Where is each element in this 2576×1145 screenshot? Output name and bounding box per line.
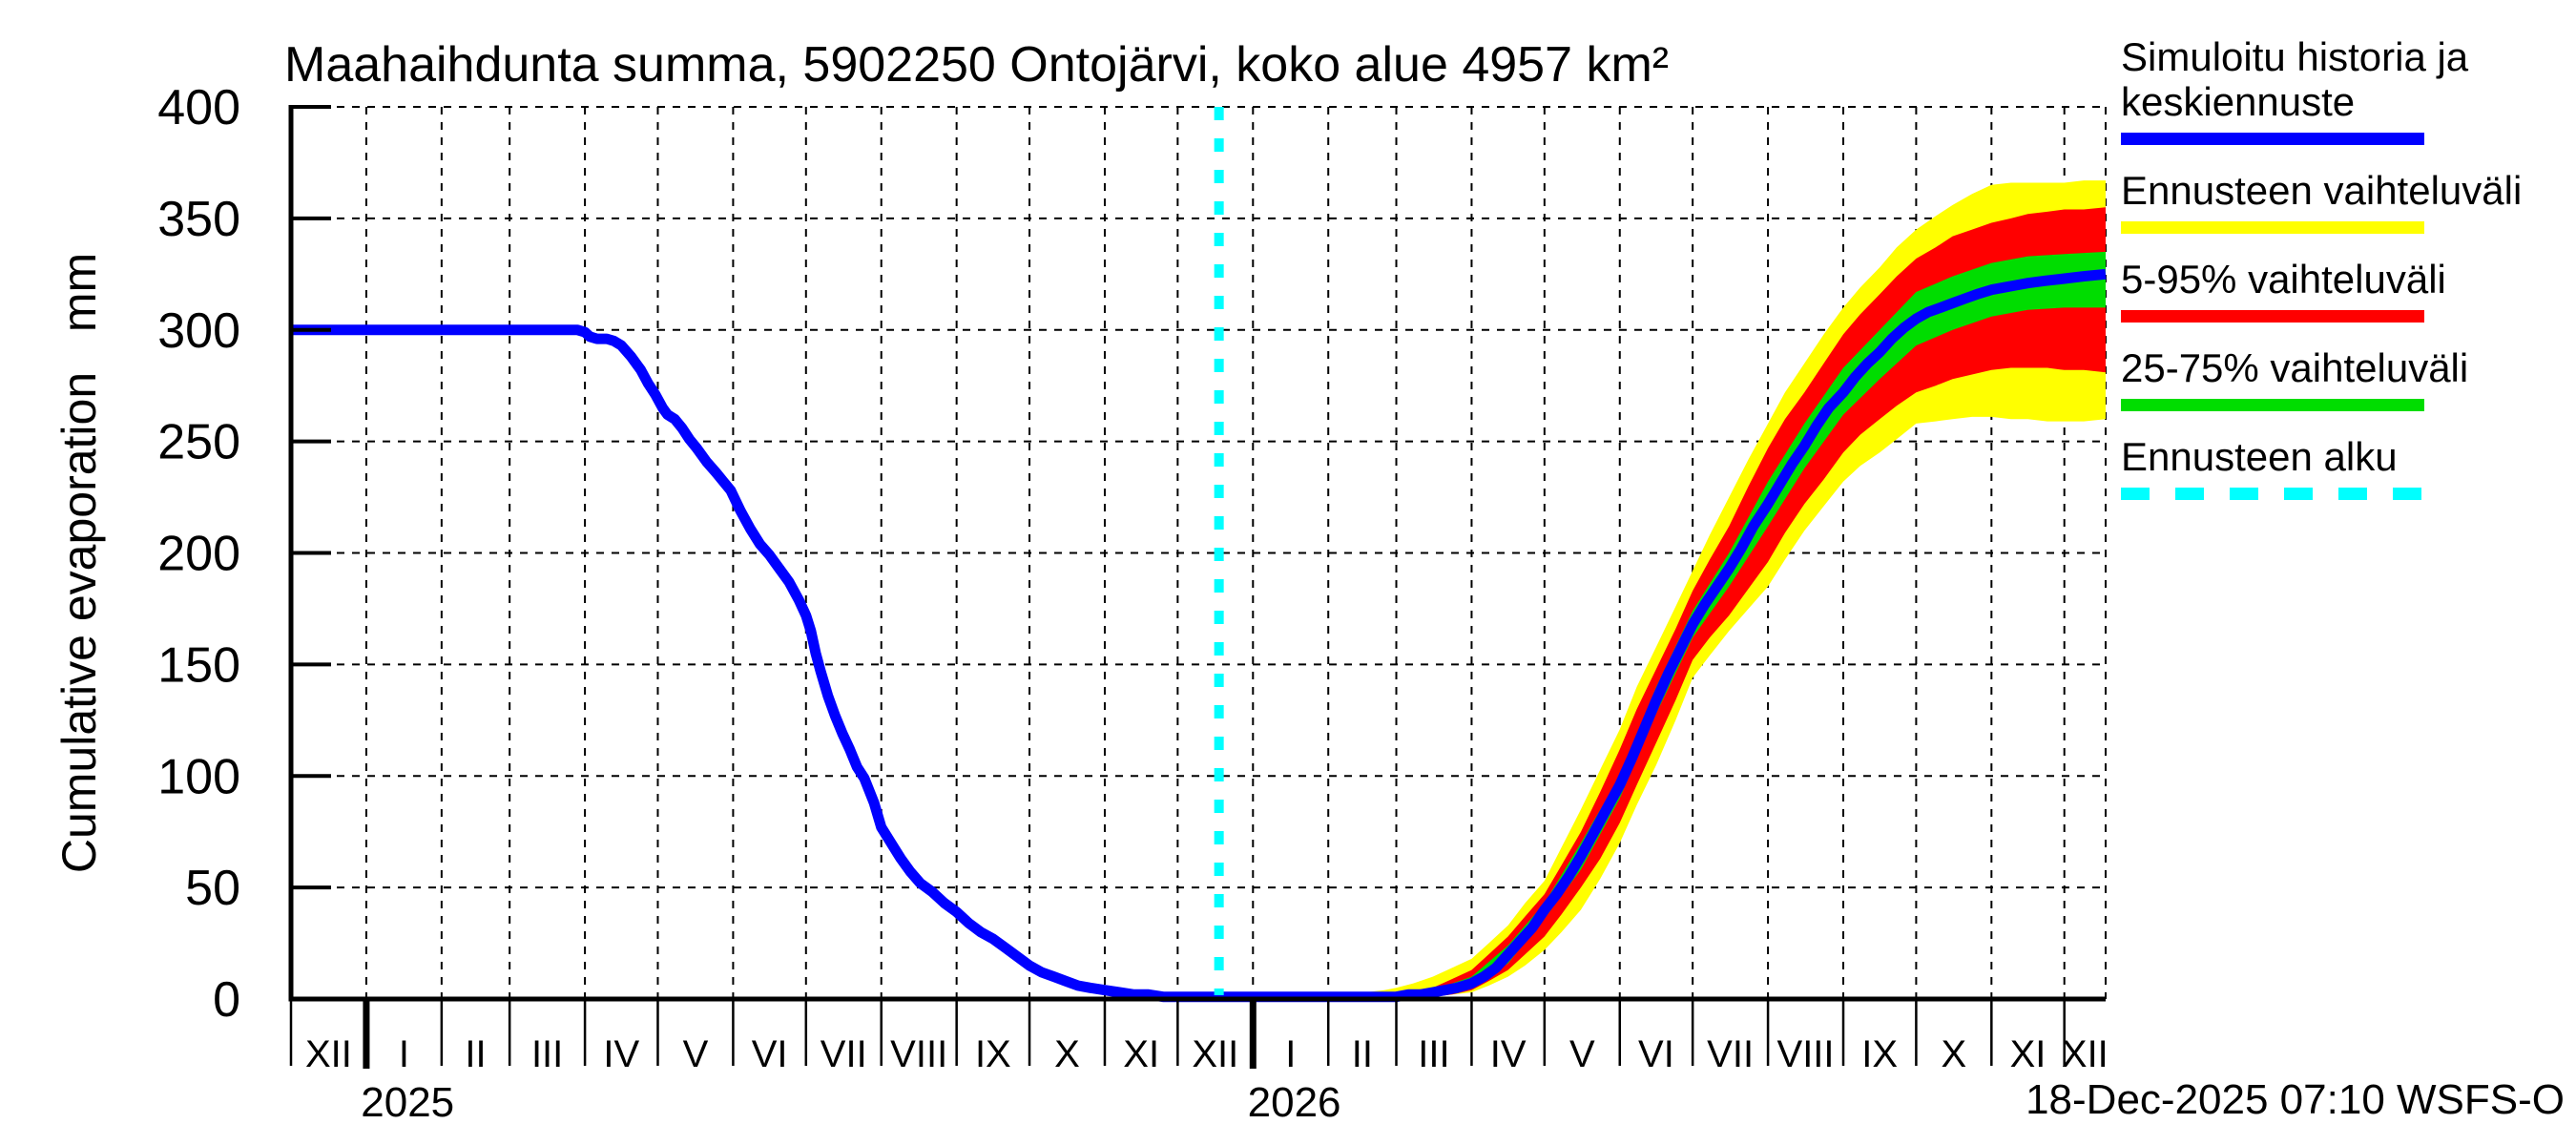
axis-ticks bbox=[289, 105, 2066, 1069]
legend-item-5-95: 5-95% vaihteluväli bbox=[2121, 257, 2560, 323]
legend-label: 25-75% vaihteluväli bbox=[2121, 345, 2469, 390]
legend-swatch-5-95 bbox=[2121, 310, 2424, 323]
svg-text:VI: VI bbox=[752, 1033, 788, 1075]
forecast-bands bbox=[1218, 180, 2106, 1000]
svg-text:II: II bbox=[465, 1033, 486, 1075]
legend-item-median: Simuloitu historia ja keskiennuste bbox=[2121, 34, 2560, 145]
svg-text:2026: 2026 bbox=[1248, 1079, 1341, 1126]
legend-swatch-full-range bbox=[2121, 221, 2424, 234]
svg-text:VIII: VIII bbox=[1777, 1033, 1835, 1075]
legend-label: Simuloitu historia ja keskiennuste bbox=[2121, 34, 2469, 124]
svg-text:400: 400 bbox=[157, 80, 240, 135]
svg-text:X: X bbox=[1054, 1033, 1080, 1075]
chart-title: Maahaihdunta summa, 5902250 Ontojärvi, k… bbox=[284, 37, 1670, 93]
svg-text:350: 350 bbox=[157, 192, 240, 247]
legend-item-full-range: Ennusteen vaihteluväli bbox=[2121, 168, 2560, 234]
legend-swatch-median bbox=[2121, 133, 2424, 145]
svg-text:VIII: VIII bbox=[890, 1033, 947, 1075]
legend-label: Ennusteen vaihteluväli bbox=[2121, 168, 2523, 213]
svg-text:100: 100 bbox=[157, 749, 240, 804]
svg-text:300: 300 bbox=[157, 303, 240, 359]
svg-text:X: X bbox=[1942, 1033, 1967, 1075]
svg-text:I: I bbox=[1285, 1033, 1296, 1075]
svg-text:V: V bbox=[1569, 1033, 1595, 1075]
svg-text:IX: IX bbox=[975, 1033, 1011, 1075]
svg-text:250: 250 bbox=[157, 415, 240, 470]
svg-text:XI: XI bbox=[1123, 1033, 1159, 1075]
legend-item-25-75: 25-75% vaihteluväli bbox=[2121, 345, 2560, 411]
footer-timestamp: 18-Dec-2025 07:10 WSFS-O bbox=[2025, 1076, 2565, 1123]
svg-text:XII: XII bbox=[1192, 1033, 1238, 1075]
legend-label: Ennusteen alku bbox=[2121, 434, 2398, 479]
svg-text:IV: IV bbox=[1490, 1033, 1527, 1075]
svg-text:200: 200 bbox=[157, 527, 240, 582]
svg-text:50: 50 bbox=[185, 861, 240, 916]
legend-swatch-forecast-start bbox=[2121, 488, 2424, 500]
svg-text:I: I bbox=[399, 1033, 409, 1075]
svg-text:150: 150 bbox=[157, 637, 240, 693]
svg-text:III: III bbox=[531, 1033, 563, 1075]
svg-text:IX: IX bbox=[1861, 1033, 1898, 1075]
svg-text:VI: VI bbox=[1638, 1033, 1674, 1075]
legend-item-forecast-start: Ennusteen alku bbox=[2121, 434, 2560, 500]
median-line bbox=[291, 268, 2107, 1003]
svg-text:V: V bbox=[683, 1033, 709, 1075]
svg-text:XII: XII bbox=[305, 1033, 352, 1075]
legend: Simuloitu historia ja keskiennuste Ennus… bbox=[2121, 34, 2560, 523]
legend-swatch-25-75 bbox=[2121, 399, 2424, 411]
svg-text:XII: XII bbox=[2062, 1033, 2109, 1075]
svg-text:III: III bbox=[1418, 1033, 1449, 1075]
svg-text:2025: 2025 bbox=[361, 1079, 454, 1126]
svg-text:0: 0 bbox=[213, 972, 240, 1028]
svg-text:IV: IV bbox=[603, 1033, 639, 1075]
gridlines bbox=[291, 106, 2107, 999]
svg-text:VII: VII bbox=[821, 1033, 867, 1075]
legend-label: 5-95% vaihteluväli bbox=[2121, 257, 2446, 302]
svg-text:XI: XI bbox=[2010, 1033, 2046, 1075]
svg-text:II: II bbox=[1352, 1033, 1373, 1075]
svg-text:VII: VII bbox=[1707, 1033, 1754, 1075]
